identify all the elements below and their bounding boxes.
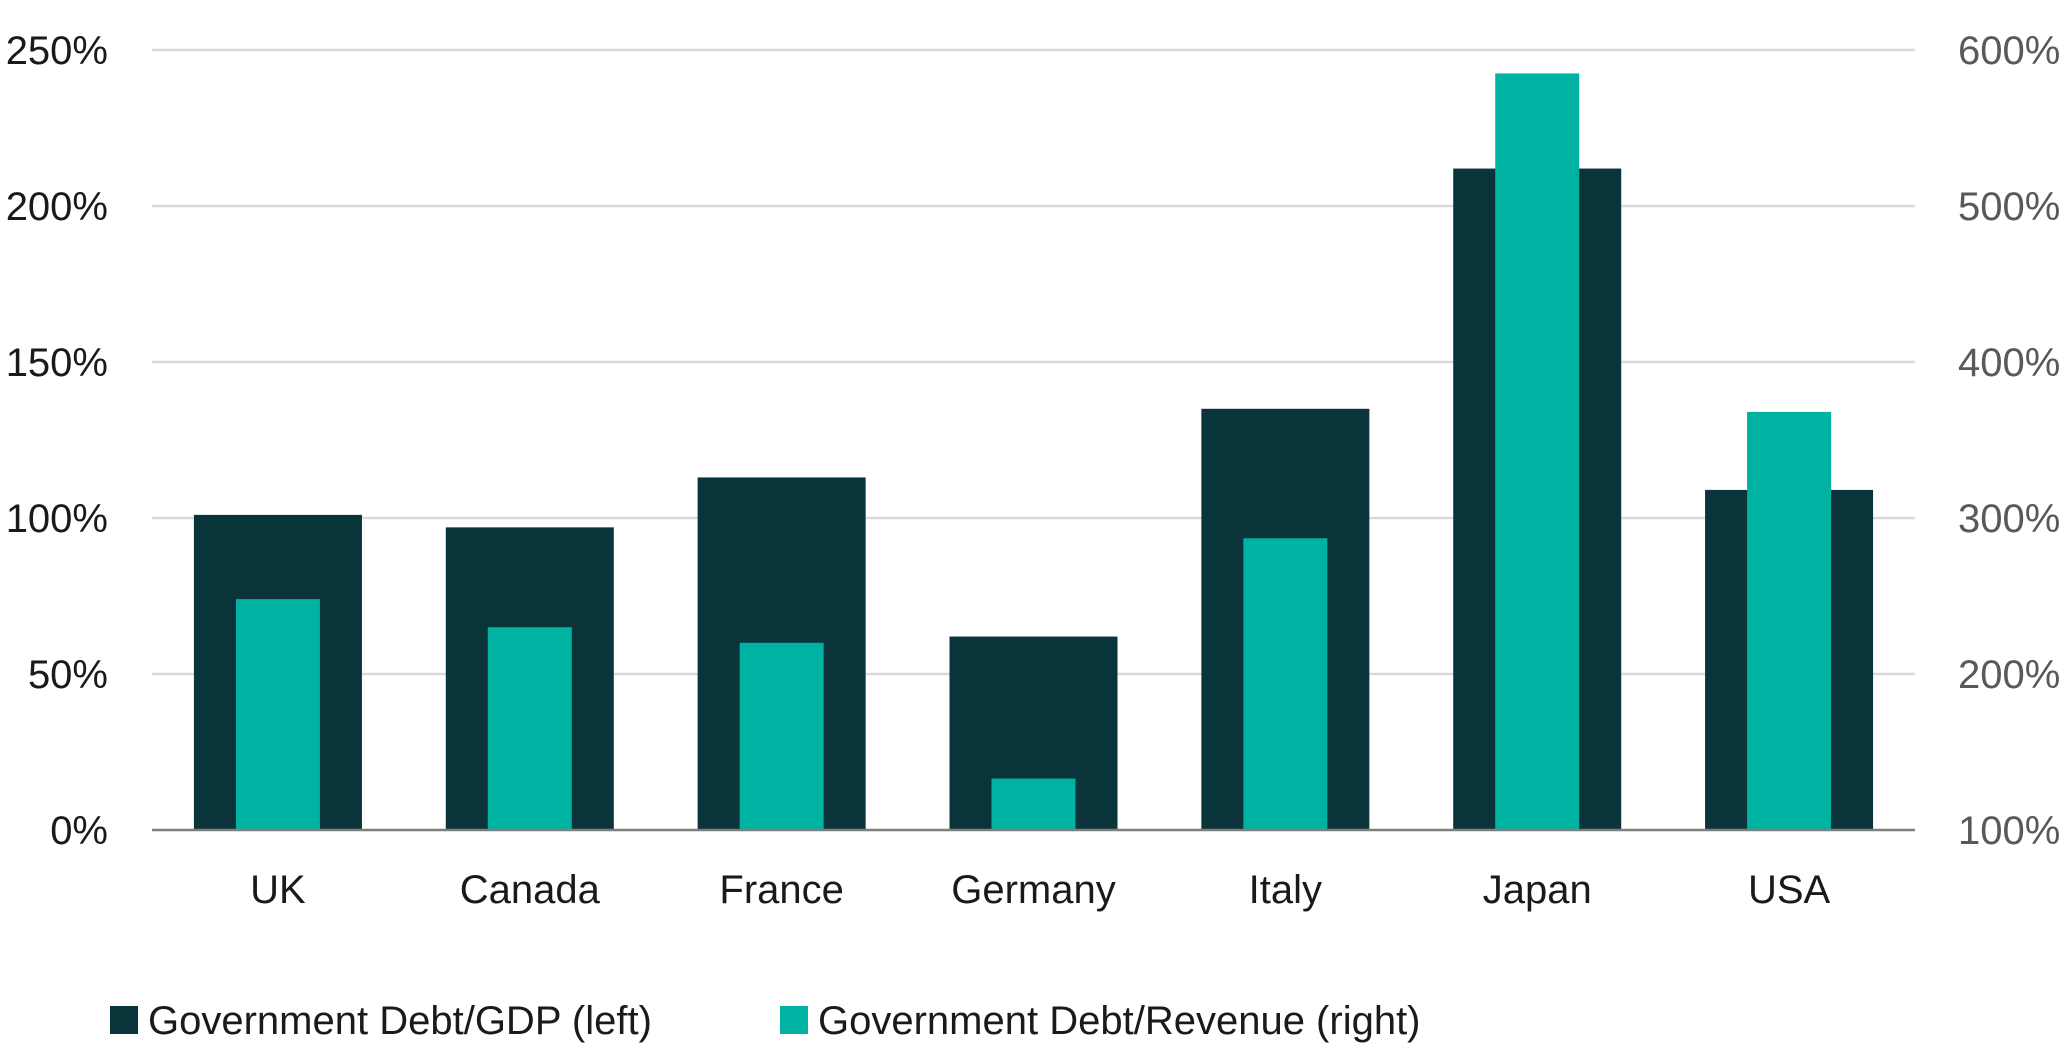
bar-debt-revenue [991,778,1076,830]
x-tick-label: France [719,868,844,912]
legend: Government Debt/GDP (left) Government Deb… [110,999,1421,1043]
axes: 0% 50% 100% 150% 200% 250% 100% 200% 300% 400% 500… [6,29,2061,912]
legend-swatch [780,1006,808,1034]
y-left-tick-label: 250% [6,29,108,73]
x-tick-label: Japan [1483,868,1592,912]
bar-debt-revenue [1495,73,1580,830]
y-right-tick-label: 300% [1958,497,2060,541]
x-tick-label: USA [1748,868,1831,912]
y-right-tick-label: 500% [1958,185,2060,229]
x-tick-label: UK [250,868,306,912]
y-left-tick-label: 0% [50,809,108,853]
y-right-tick-label: 600% [1958,29,2060,73]
gridlines [152,48,1915,676]
bar-debt-revenue [739,642,824,830]
y-right-tick-label: 400% [1958,341,2060,385]
x-tick-label: Canada [460,868,601,912]
x-tick-label: Italy [1249,868,1322,912]
bar-debt-revenue [235,599,320,830]
y-left-tick-label: 200% [6,185,108,229]
y-right-tick-label: 100% [1958,809,2060,853]
y-right-tick-label: 200% [1958,653,2060,697]
bar-debt-revenue [1243,538,1328,830]
bar-debt-revenue [1747,411,1832,830]
legend-label: Government Debt/GDP (left) [148,999,652,1043]
x-tick-label: Germany [951,868,1116,912]
y-left-tick-label: 100% [6,497,108,541]
y-left-tick-label: 50% [28,653,108,697]
bar-debt-revenue [487,627,572,830]
legend-label: Government Debt/Revenue (right) [818,999,1421,1043]
y-left-tick-label: 150% [6,341,108,385]
bars [193,73,1874,830]
legend-swatch [110,1006,138,1034]
